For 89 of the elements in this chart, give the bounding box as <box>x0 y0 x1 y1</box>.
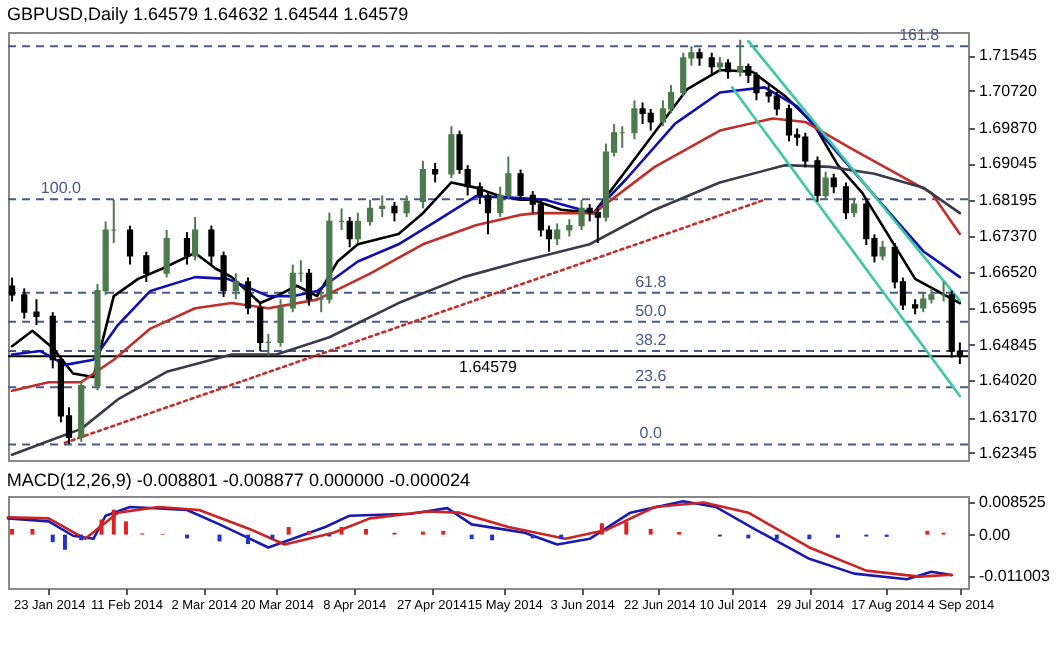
bar <box>111 509 116 535</box>
y-tick-label: 1.63170 <box>979 408 1038 427</box>
y-tick-label: 1.69870 <box>979 118 1038 137</box>
candlestick <box>667 84 675 115</box>
candlestick <box>432 161 439 184</box>
candlestick <box>920 291 927 314</box>
bar <box>624 522 629 535</box>
bar <box>123 521 128 535</box>
line-series <box>10 163 962 457</box>
candlestick <box>305 267 313 307</box>
y-tick-label: 1.64020 <box>979 371 1038 390</box>
candlestick <box>631 99 638 141</box>
y-tick-label: 0.00 <box>979 525 1012 544</box>
candlestick <box>879 239 886 262</box>
candlestick <box>126 224 134 266</box>
candlestick <box>257 302 264 353</box>
candlestick <box>680 51 687 97</box>
candlestick <box>143 250 150 283</box>
candlestick <box>802 131 809 169</box>
candlestick <box>578 198 585 231</box>
y-tick-label: 1.66520 <box>979 263 1038 282</box>
candlestick <box>391 200 398 223</box>
line-series <box>10 117 962 393</box>
y-tick-label: 1.69045 <box>979 154 1038 173</box>
candlestick <box>244 276 252 316</box>
candlestick <box>232 272 239 301</box>
y-tick-label: 1.64845 <box>979 335 1038 354</box>
y-tick-label: 1.62345 <box>979 443 1038 462</box>
bar <box>246 534 250 545</box>
y-tick-label: 1.65695 <box>979 299 1038 318</box>
candlestick <box>773 90 780 117</box>
candlestick <box>403 194 410 219</box>
annotation: 50.0 <box>635 301 668 320</box>
y-tick-label: 1.70720 <box>979 81 1038 100</box>
candlestick <box>346 216 353 249</box>
candlestick <box>639 101 646 126</box>
y-tick-label: 1.67370 <box>979 226 1038 245</box>
y-tick-label: -0.011003 <box>979 567 1051 586</box>
candlestick <box>379 194 386 219</box>
candlestick <box>517 168 524 201</box>
bar <box>10 528 15 535</box>
candlestick <box>647 107 654 132</box>
annotation: 38.2 <box>635 331 668 350</box>
bar <box>339 527 344 535</box>
candlestick <box>484 190 492 236</box>
annotation: 61.8 <box>635 272 668 291</box>
candlestick <box>594 207 601 244</box>
y-tick-label: 0.008525 <box>979 493 1047 512</box>
bar <box>99 519 104 535</box>
candlestick <box>192 216 199 262</box>
chart-title: MACD(12,26,9) -0.008801 -0.008877 0.000000 -0.000024 <box>6 470 471 491</box>
candlestick <box>830 172 837 195</box>
annotation: 23.6 <box>635 367 668 386</box>
bar <box>62 534 67 550</box>
bar <box>774 534 779 540</box>
candlestick <box>842 181 850 221</box>
candlestick <box>163 229 170 279</box>
candlestick <box>277 298 284 348</box>
candlestick <box>366 198 374 227</box>
candlestick <box>554 222 561 247</box>
candlestick <box>354 211 361 244</box>
y-tick-label: 1.71545 <box>979 46 1038 65</box>
candlestick <box>33 298 40 327</box>
bar <box>599 523 604 535</box>
candlestick <box>208 224 215 266</box>
candlestick <box>537 198 544 238</box>
candlestick <box>448 125 455 180</box>
candlestick <box>419 159 427 210</box>
candlestick <box>737 38 744 78</box>
candlestick <box>289 263 296 314</box>
ref-line-label: 1.64579 <box>459 358 519 377</box>
candlestick <box>822 170 829 201</box>
candlestick <box>220 250 227 299</box>
annotation: 0.0 <box>639 424 663 443</box>
candlestick <box>659 99 667 128</box>
bar <box>286 527 291 535</box>
candlestick <box>183 231 191 266</box>
candlestick <box>785 103 793 143</box>
candlestick <box>8 276 16 303</box>
candlestick <box>21 287 28 320</box>
y-tick-label: 1.68195 <box>979 190 1038 209</box>
candlestick <box>814 155 821 203</box>
bar <box>648 528 653 535</box>
candlestick <box>851 196 858 219</box>
bar <box>363 528 368 535</box>
chart-title: GBPUSD,Daily 1.64579 1.64632 1.64544 1.64579 <box>7 4 409 25</box>
candlestick <box>476 181 483 206</box>
bar <box>50 534 55 543</box>
annotation: 100.0 <box>40 179 82 198</box>
